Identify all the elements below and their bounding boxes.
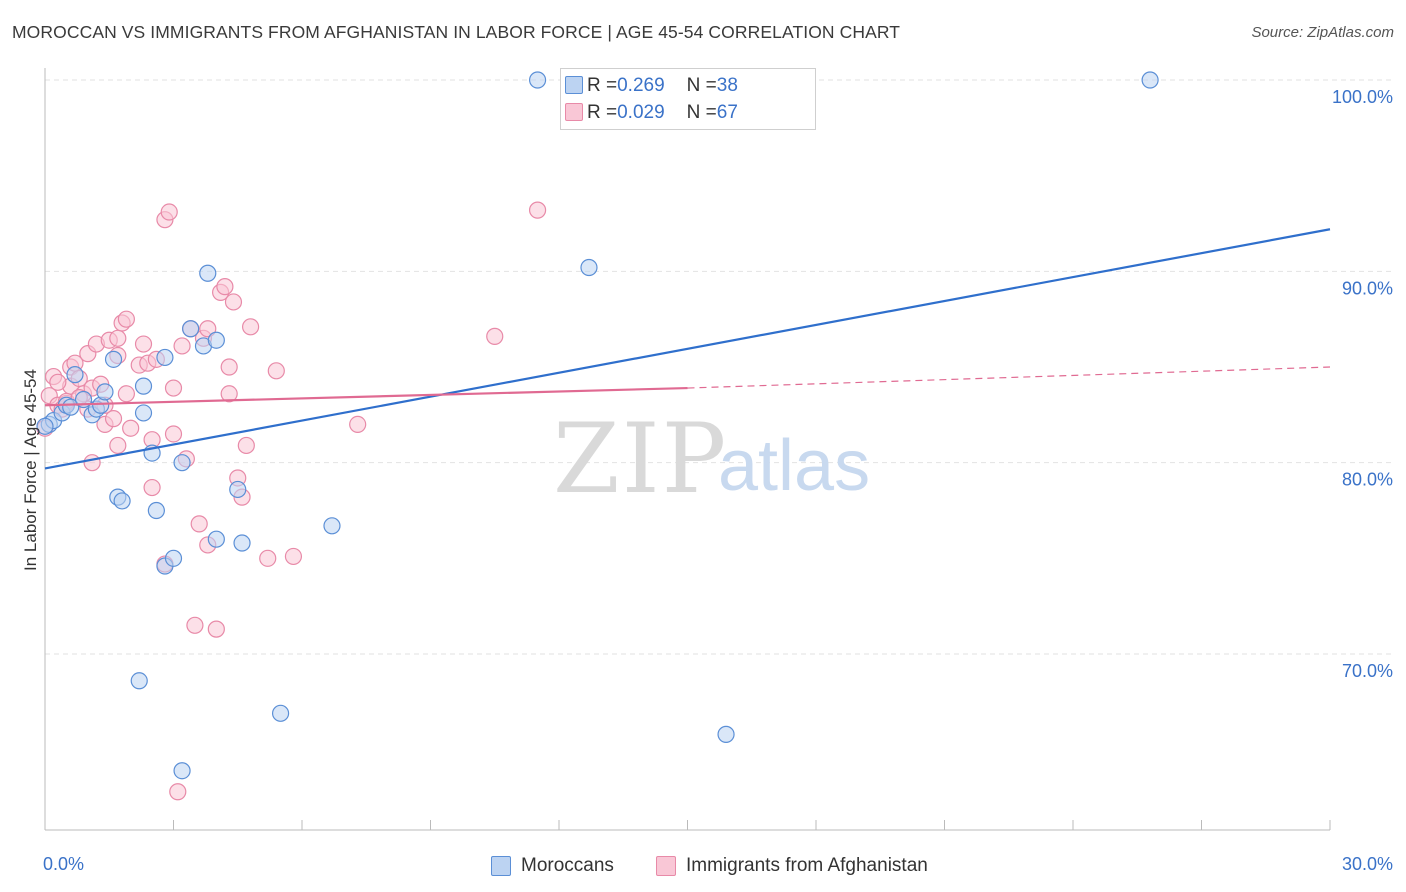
data-point-moroccan — [147, 501, 165, 520]
legend-n-label: N = — [686, 75, 717, 96]
trend-line-afghan — [44, 386, 688, 407]
legend-swatch-afghan — [565, 103, 583, 121]
data-point-moroccan — [528, 71, 547, 89]
data-point-afghan — [242, 318, 260, 336]
data-point-moroccan — [130, 672, 148, 690]
legend-swatch-moroccans — [565, 76, 583, 94]
data-point-moroccan — [96, 383, 114, 401]
data-point-afghan — [207, 620, 225, 638]
legend-label-moroccans: Moroccans — [521, 855, 614, 876]
data-point-afghan — [220, 358, 238, 376]
data-point-afghan — [109, 329, 127, 347]
watermark-zip: ZIP — [553, 403, 728, 515]
data-point-moroccan — [717, 725, 735, 743]
data-point-moroccan — [173, 454, 191, 472]
x-tick-label: 0.0% — [43, 854, 84, 874]
legend-r-label: R = — [587, 75, 618, 96]
legend-item-afghan[interactable]: Immigrants from Afghanistan — [656, 854, 928, 878]
data-point-moroccan — [182, 320, 200, 338]
data-point-afghan — [104, 410, 123, 428]
legend-r-value: 0.269 — [617, 75, 665, 96]
data-point-afghan — [486, 327, 504, 345]
series-moroccan-points — [36, 71, 1159, 780]
y-tick-label: 70.0% — [1342, 661, 1393, 681]
legend-r-value: 0.029 — [617, 102, 665, 123]
data-point-afghan — [143, 478, 161, 497]
data-point-moroccan — [62, 398, 80, 416]
legend-label-afghan: Immigrants from Afghanistan — [686, 855, 928, 876]
data-point-moroccan — [36, 417, 54, 435]
axis-layer — [44, 68, 1331, 831]
data-point-moroccan — [113, 492, 131, 510]
data-point-afghan — [49, 373, 67, 391]
data-point-afghan — [164, 379, 183, 397]
trend-line-afghan-extension — [687, 366, 1331, 389]
y-tick-label: 90.0% — [1342, 278, 1393, 298]
data-point-afghan — [117, 310, 135, 328]
data-point-moroccan — [104, 350, 123, 368]
y-tick-label: 100.0% — [1332, 87, 1393, 107]
legend-swatch-moroccans — [491, 856, 511, 876]
data-point-moroccan — [134, 404, 153, 422]
trend-line-moroccans — [44, 228, 1331, 470]
data-point-afghan — [284, 547, 303, 566]
tick-labels: 70.0% 80.0% 90.0% 100.0% 0.0% 30.0% — [43, 87, 1393, 874]
data-point-moroccan — [580, 258, 598, 277]
legend-r-label: R = — [587, 102, 618, 123]
data-point-afghan — [186, 616, 204, 634]
data-point-moroccan — [164, 549, 183, 567]
data-point-afghan — [237, 436, 255, 455]
data-point-afghan — [109, 436, 127, 455]
legend-stats: R = 0.269 N = 38 R = 0.029 N = 67 — [560, 68, 816, 130]
watermark-atlas: atlas — [718, 426, 870, 506]
data-point-moroccan — [323, 517, 341, 535]
legend-swatch-afghan — [656, 856, 676, 876]
legend-n-value: 67 — [716, 102, 738, 123]
data-point-afghan — [216, 278, 234, 296]
data-point-moroccan — [66, 366, 84, 384]
chart-source: Source: ZipAtlas.com — [1251, 24, 1394, 41]
data-point-afghan — [267, 362, 285, 380]
grid-layer — [45, 79, 1392, 655]
data-point-afghan — [190, 515, 208, 533]
data-point-afghan — [134, 335, 153, 353]
data-point-afghan — [117, 385, 135, 403]
y-axis-title: In Labor Force | Age 45-54 — [21, 369, 40, 571]
chart-title: MOROCCAN VS IMMIGRANTS FROM AFGHANISTAN … — [12, 22, 901, 42]
data-point-moroccan — [271, 704, 290, 722]
legend-row-afghan: R = 0.029 N = 67 — [565, 101, 738, 125]
data-point-afghan — [122, 419, 140, 437]
y-tick-label: 80.0% — [1342, 470, 1393, 490]
legend-item-moroccans[interactable]: Moroccans — [491, 854, 614, 878]
legend-n-value: 38 — [716, 75, 738, 96]
data-point-afghan — [173, 337, 191, 355]
legend-series: Moroccans Immigrants from Afghanistan — [0, 850, 1406, 880]
data-point-afghan — [259, 549, 277, 567]
data-point-moroccan — [156, 348, 174, 367]
x-tick-label: 30.0% — [1342, 854, 1393, 874]
data-point-moroccan — [173, 762, 191, 780]
data-point-afghan — [83, 454, 101, 472]
legend-row-moroccans: R = 0.269 N = 38 — [565, 74, 738, 98]
data-point-moroccan — [229, 480, 247, 499]
data-point-afghan — [160, 203, 178, 221]
data-point-afghan — [220, 385, 238, 403]
legend-n-label: N = — [686, 102, 717, 123]
watermark: ZIP atlas — [553, 403, 870, 515]
data-point-moroccan — [199, 264, 217, 282]
data-point-moroccan — [233, 534, 251, 552]
data-point-afghan — [199, 320, 217, 338]
data-point-afghan — [164, 425, 183, 443]
data-point-moroccan — [1141, 71, 1159, 89]
data-point-moroccan — [207, 331, 225, 349]
trend-lines — [44, 228, 1331, 470]
data-point-moroccan — [134, 377, 153, 395]
data-point-afghan — [169, 783, 187, 801]
data-point-afghan — [528, 201, 547, 219]
data-point-afghan — [224, 293, 243, 311]
data-point-afghan — [349, 415, 367, 433]
data-point-moroccan — [207, 530, 225, 548]
